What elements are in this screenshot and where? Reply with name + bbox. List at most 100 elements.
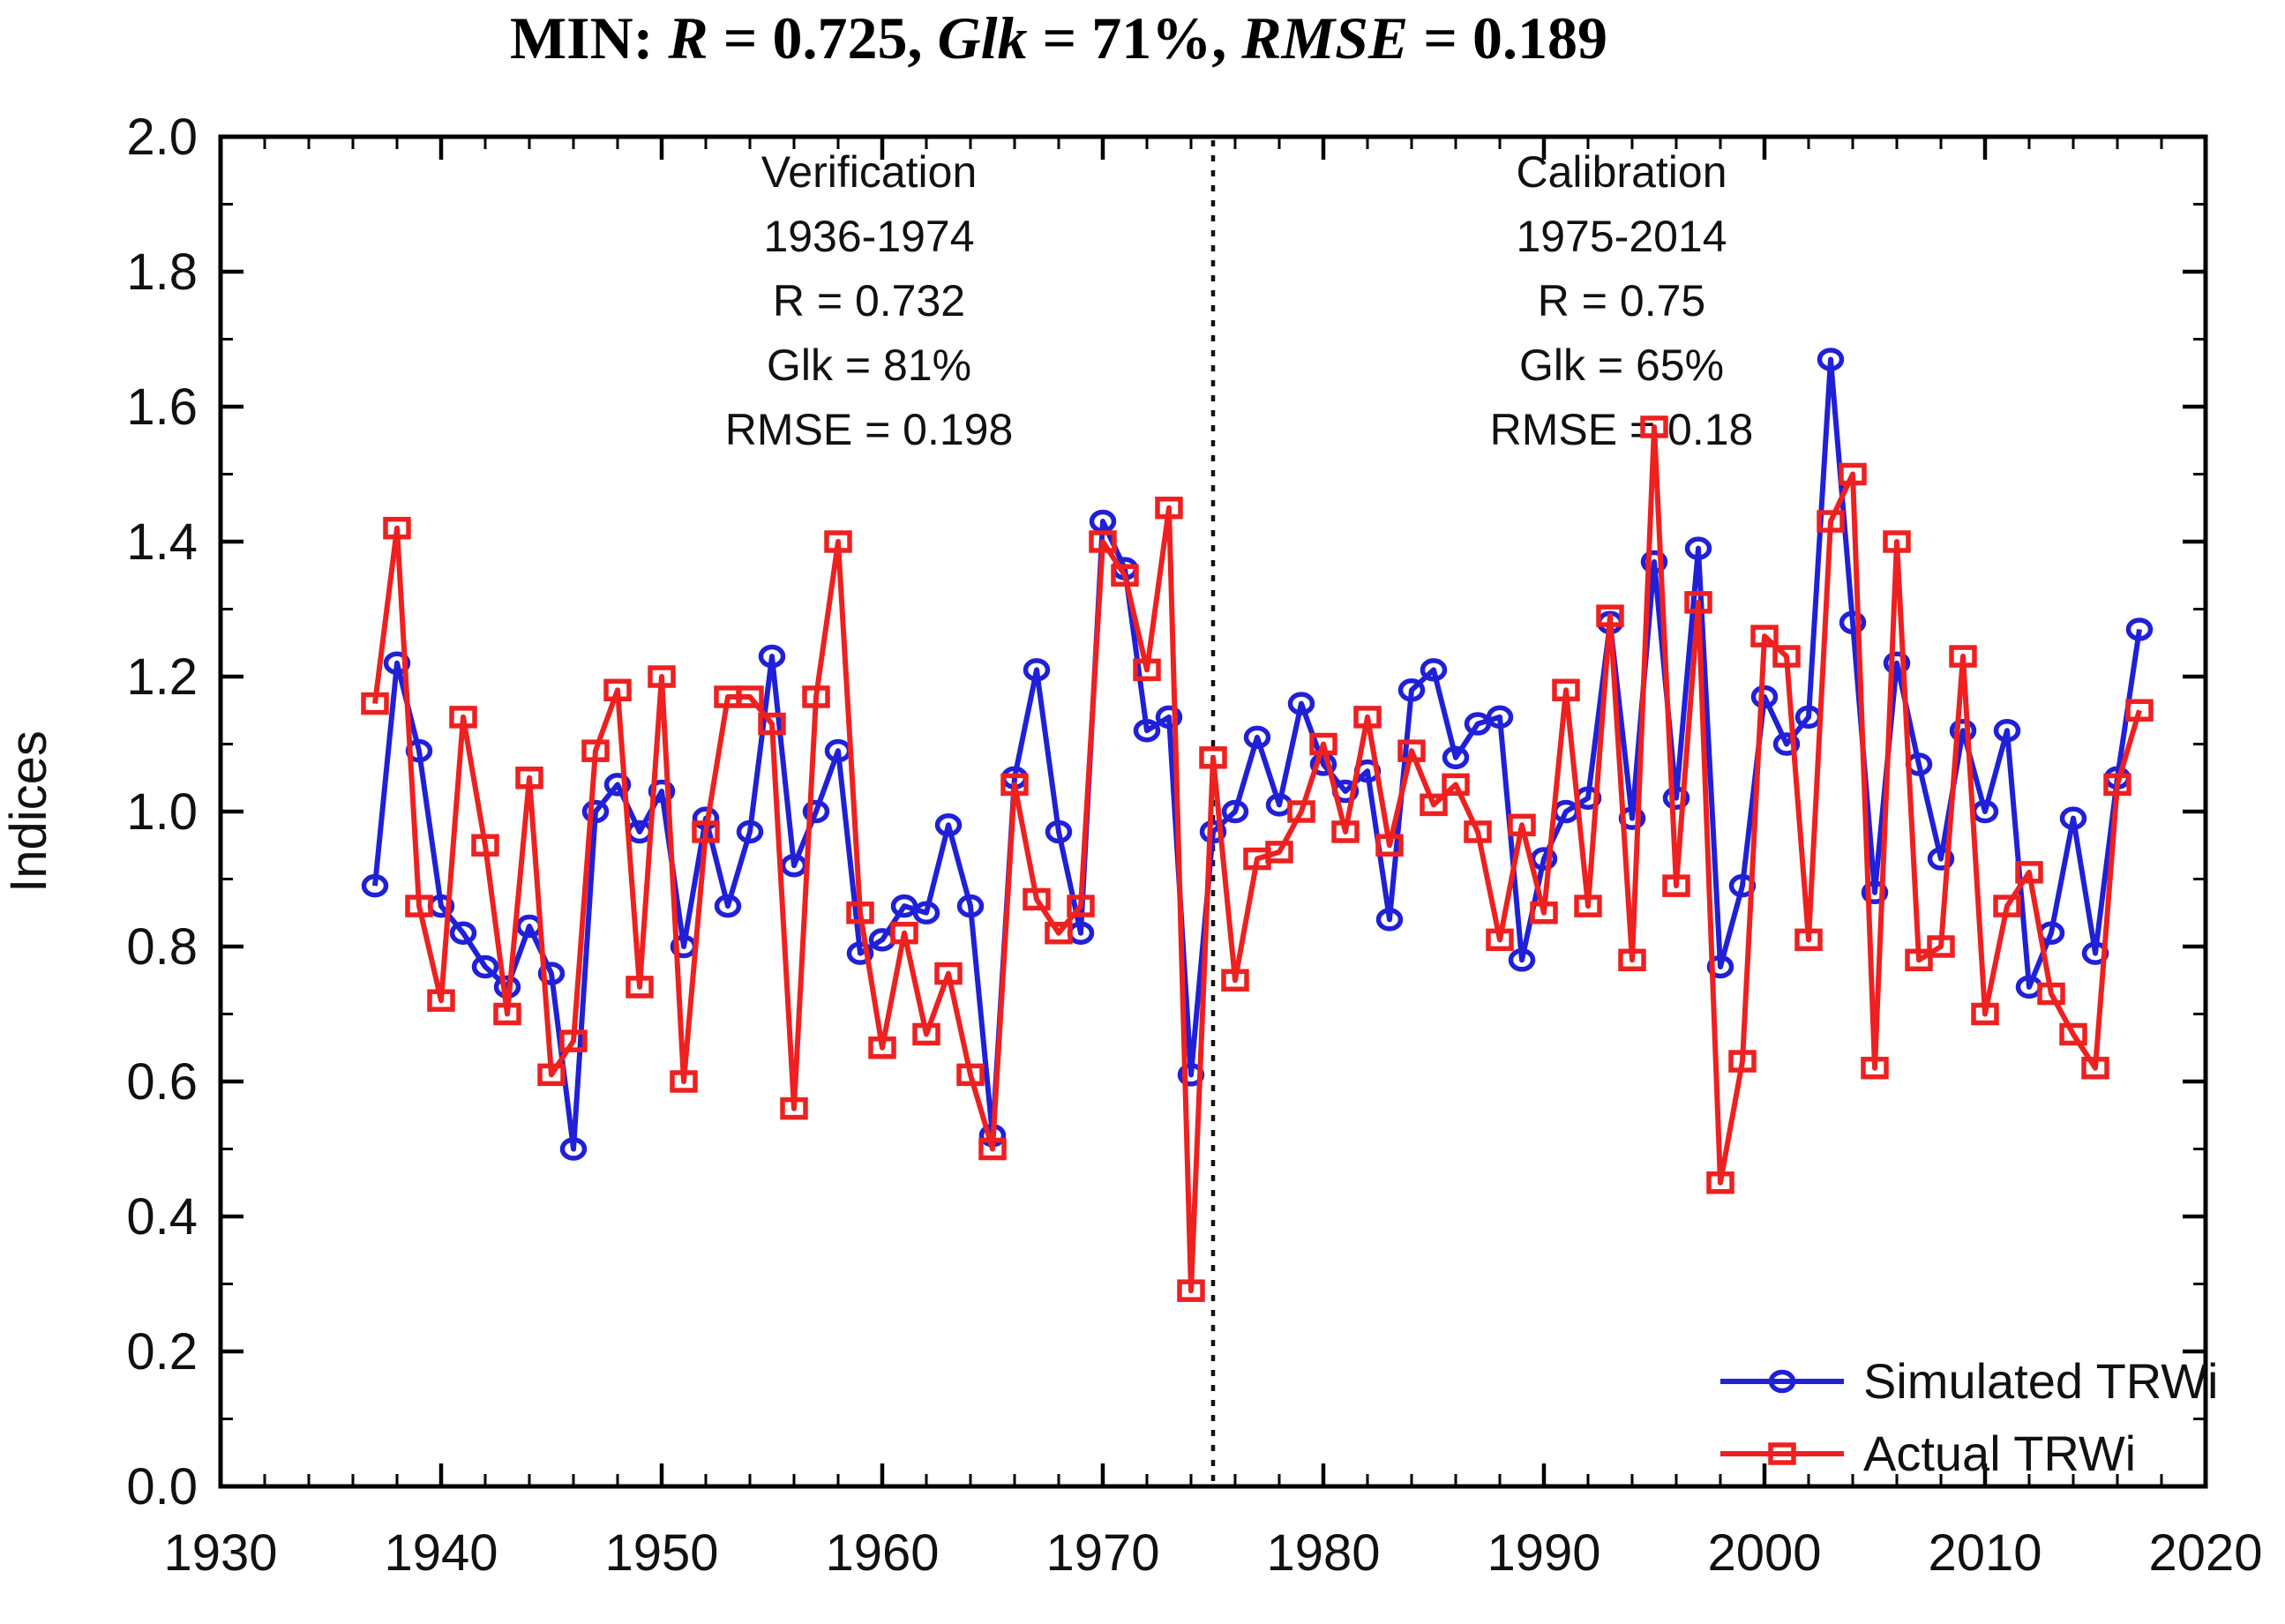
marker-actual [1728, 1050, 1757, 1073]
marker-actual [736, 685, 764, 708]
marker-simulated [1883, 651, 1911, 675]
marker-actual [1397, 739, 1426, 762]
y-tick-label: 1.2 [126, 648, 198, 706]
marker-actual [1023, 887, 1051, 911]
marker-simulated [449, 921, 477, 945]
marker-actual [1618, 948, 1646, 972]
title-segment: = 0.725, [708, 4, 938, 71]
marker-actual [1750, 625, 1779, 647]
title-segment: RMSE [1240, 4, 1408, 71]
marker-actual [1199, 746, 1227, 769]
marker-simulated [1662, 786, 1690, 810]
marker-simulated [1861, 880, 1889, 905]
marker-actual [1133, 658, 1161, 682]
marker-actual [427, 989, 455, 1012]
x-tick-label: 2000 [1707, 1524, 1821, 1582]
x-tick-label: 1940 [384, 1524, 498, 1582]
series-line-actual [372, 423, 2142, 1294]
marker-simulated [714, 894, 742, 918]
marker-simulated [1927, 847, 1955, 871]
marker-actual [515, 767, 543, 790]
marker-actual [1684, 591, 1712, 614]
marker-actual [559, 1029, 588, 1052]
marker-actual [1662, 874, 1690, 897]
marker-simulated [648, 779, 676, 804]
y-axis-title: Indices [0, 730, 57, 893]
title-segment: MIN: [510, 4, 668, 71]
x-tick-label: 1980 [1266, 1524, 1380, 1582]
marker-actual [1442, 773, 1470, 797]
marker-actual [2059, 1022, 2087, 1046]
marker-actual [802, 685, 830, 708]
y-tick-label: 1.8 [126, 243, 198, 301]
marker-actual [2103, 773, 2131, 797]
calibration-stats-line: Glk = 65% [1519, 341, 1724, 390]
marker-simulated [1464, 712, 1492, 736]
x-tick-label: 2020 [2148, 1524, 2262, 1582]
marker-simulated [1949, 718, 1977, 743]
marker-actual [603, 678, 632, 702]
marker-simulated [559, 1137, 588, 1161]
marker-actual [471, 834, 499, 857]
marker-simulated [1684, 536, 1712, 560]
y-tick-label: 0.2 [126, 1323, 198, 1381]
marker-actual [1000, 773, 1029, 797]
marker-actual [868, 1037, 896, 1059]
marker-actual [383, 516, 411, 540]
marker-simulated [736, 819, 764, 844]
marker-simulated [1508, 948, 1536, 972]
legend-label: Actual TRWi [1863, 1426, 2136, 1481]
marker-actual [1375, 834, 1404, 857]
marker-simulated [537, 962, 566, 985]
y-tick-label: 2.0 [126, 109, 198, 166]
marker-actual [537, 1063, 566, 1087]
x-tick-label: 1930 [163, 1524, 277, 1582]
marker-actual [1596, 604, 1624, 627]
x-tick-label: 1970 [1045, 1524, 1159, 1582]
legend-open-circle-icon [1768, 1369, 1796, 1394]
marker-actual [670, 1070, 698, 1093]
marker-simulated [912, 901, 940, 924]
legend-label: Simulated TRWi [1863, 1353, 2219, 1409]
marker-actual [1045, 921, 1073, 945]
marker-simulated [581, 799, 610, 824]
marker-actual [2125, 699, 2154, 722]
y-tick-label: 0.6 [126, 1053, 198, 1111]
marker-simulated [1243, 725, 1271, 750]
legend-open-square-icon [1768, 1442, 1796, 1465]
marker-actual [1155, 497, 1183, 520]
marker-simulated [471, 954, 499, 979]
x-tick-label: 1950 [604, 1524, 718, 1582]
marker-actual [1883, 530, 1911, 553]
marker-actual [1861, 1056, 1889, 1080]
marker-actual [824, 530, 852, 553]
marker-simulated [1375, 908, 1404, 932]
marker-actual [1265, 841, 1293, 864]
marker-simulated [1442, 745, 1470, 770]
marker-simulated [2059, 806, 2087, 830]
verification-stats-line: Glk = 81% [767, 341, 971, 390]
y-tick-label: 0.8 [126, 918, 198, 976]
marker-actual [1839, 462, 1867, 486]
marker-simulated [1133, 718, 1161, 743]
marker-actual [1552, 678, 1580, 702]
title-segment: = 71%, [1028, 4, 1242, 71]
marker-simulated [2125, 617, 2154, 641]
title-segment: Glk [938, 4, 1028, 71]
marker-actual [2015, 861, 2043, 884]
marker-actual [780, 1096, 808, 1120]
marker-simulated [890, 894, 918, 918]
marker-simulated [956, 894, 985, 918]
marker-simulated [1199, 819, 1227, 844]
marker-actual [1905, 948, 1933, 972]
y-tick-label: 1.4 [126, 513, 198, 571]
marker-simulated [1221, 799, 1249, 824]
marker-simulated [1839, 610, 1867, 635]
calibration-stats-line: 1975-2014 [1516, 212, 1727, 261]
verification-stats-line: RMSE = 0.198 [725, 405, 1014, 454]
marker-actual [912, 1022, 940, 1046]
marker-simulated [1817, 348, 1845, 371]
marker-actual [1089, 530, 1117, 553]
marker-simulated [603, 773, 632, 797]
calibration-stats-line: Calibration [1516, 147, 1727, 197]
